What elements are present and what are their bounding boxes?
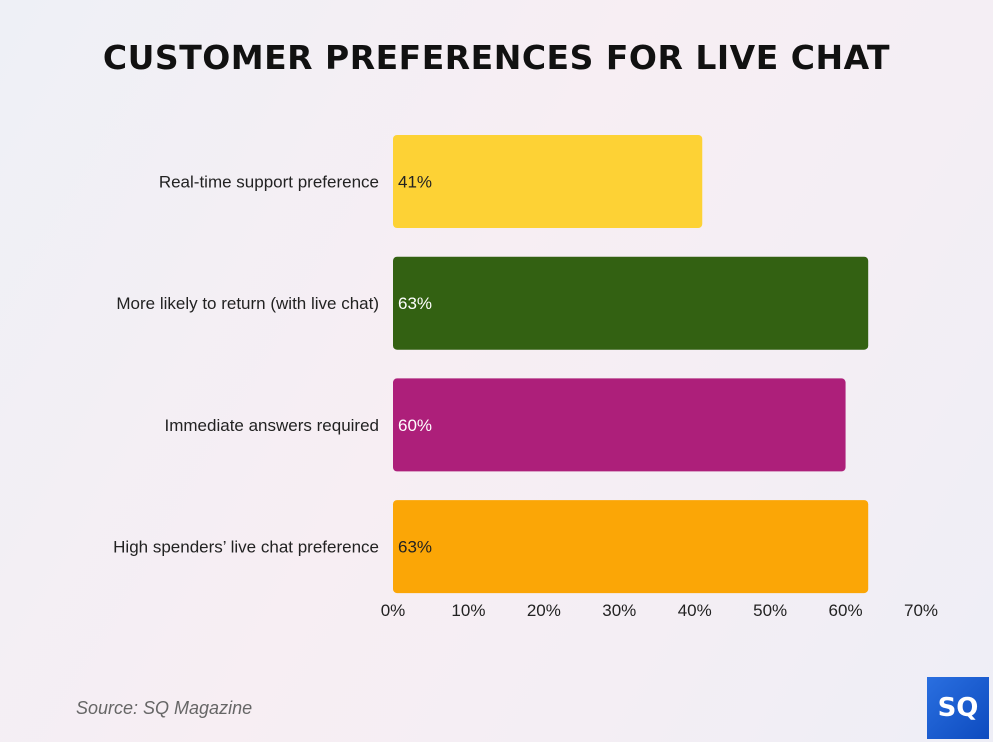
x-tick-label: 40% [678,601,712,620]
data-label: 63% [398,538,432,557]
data-label: 63% [398,294,432,313]
data-label: 60% [398,416,432,435]
sq-logo: SQ [927,677,989,739]
x-tick-label: 20% [527,601,561,620]
category-label: More likely to return (with live chat) [116,294,379,313]
category-label: Immediate answers required [165,416,379,435]
x-tick-label: 30% [602,601,636,620]
data-label: 41% [398,173,432,192]
x-tick-label: 10% [451,601,485,620]
chart-title: CUSTOMER PREFERENCES FOR LIVE CHAT [102,38,891,77]
bar [393,256,869,350]
category-label: High spenders’ live chat preference [113,538,379,557]
x-tick-label: 60% [829,601,863,620]
x-tick-label: 0% [381,601,406,620]
source-note: Source: SQ Magazine [76,698,253,718]
bar [393,378,846,472]
bar [393,135,703,228]
x-tick-label: 70% [904,601,938,620]
bar [393,500,869,594]
x-tick-label: 50% [753,601,787,620]
category-label: Real-time support preference [159,173,379,192]
